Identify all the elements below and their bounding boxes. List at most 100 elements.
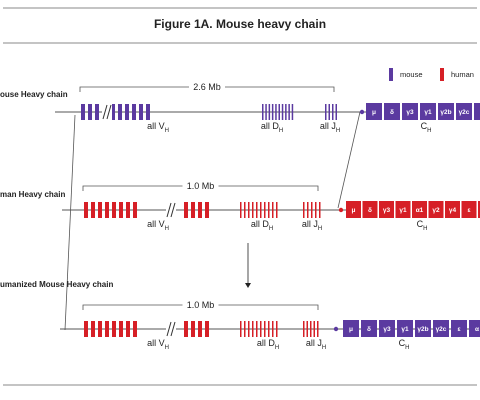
constant-segment-box — [420, 103, 436, 120]
constant-segment-label: γ1 — [424, 109, 432, 116]
v-segment-bar — [198, 202, 202, 218]
constant-segment-box — [343, 320, 359, 337]
d-segment-bar — [272, 321, 274, 337]
constant-segment-label: ε — [457, 326, 460, 333]
constant-segment-label: α1 — [416, 207, 424, 214]
constant-segment-label: μ — [349, 326, 353, 333]
constant-segment-box — [469, 320, 480, 337]
constant-segment-box — [438, 103, 454, 120]
constant-segment-box — [474, 103, 480, 120]
d-label-0-subscript: H — [279, 128, 283, 134]
span-label-bg-2 — [182, 299, 219, 310]
connector-right — [337, 111, 361, 209]
constant-segment-box — [361, 320, 377, 337]
enhancer-dot-2 — [333, 326, 339, 332]
d-segment-bar — [272, 202, 274, 218]
d-segment-bar — [244, 202, 246, 218]
break-mark-2 — [166, 321, 172, 337]
d-segment-bar — [268, 202, 270, 218]
d-segment-bar — [256, 321, 258, 337]
v-segment-bar — [205, 321, 209, 337]
break-mark-1 — [166, 202, 172, 218]
c-label-0: CH — [421, 121, 432, 134]
d-segment-bar — [276, 321, 278, 337]
constant-segment-box — [428, 201, 444, 218]
v-label-0-main: all V — [147, 121, 165, 131]
d-label-1-main: all D — [251, 219, 270, 229]
j-segment-bar — [335, 104, 337, 120]
d-segment-bar — [271, 104, 274, 120]
d-segment-bar — [244, 321, 246, 337]
v-label-2-subscript: H — [165, 345, 169, 351]
legend-human-label: human — [451, 70, 474, 79]
constant-segment-label: γ2b — [417, 326, 428, 333]
j-label-0-subscript: H — [336, 128, 340, 134]
constant-segment-box — [395, 201, 411, 218]
constant-segment-box — [456, 103, 472, 120]
v-segment-bar — [91, 321, 95, 337]
j-segment-bar — [315, 202, 317, 218]
v-segment-bar — [184, 321, 188, 337]
j-label-0: all JH — [320, 121, 340, 134]
j-label-1: all JH — [302, 219, 322, 232]
constant-segment-label: γ2b — [440, 109, 451, 116]
v-segment-bar — [88, 104, 92, 120]
constant-segment-box — [445, 201, 460, 218]
row-label-1: man Heavy chain — [0, 190, 65, 199]
break-mark-0 — [106, 104, 112, 120]
constant-segment-label: α — [475, 326, 479, 333]
figure-title: Figure 1A. Mouse heavy chain — [154, 17, 326, 31]
d-segment-bar — [281, 104, 284, 120]
constant-segment-box — [478, 201, 480, 218]
d-label-2-subscript: H — [275, 345, 279, 351]
constant-segment-box — [451, 320, 467, 337]
d-label-0: all DH — [261, 121, 283, 134]
v-segment-bar — [105, 202, 109, 218]
v-segment-bar — [191, 202, 195, 218]
v-segment-bar — [105, 321, 109, 337]
v-segment-bar — [205, 202, 209, 218]
j-label-2-subscript: H — [322, 345, 326, 351]
d-segment-bar — [288, 104, 290, 120]
enhancer-dot-1 — [338, 207, 344, 213]
constant-segment-box — [346, 201, 361, 218]
d-segment-bar — [248, 321, 250, 337]
break-mark-2 — [170, 321, 176, 337]
d-segment-bar — [252, 202, 254, 218]
v-segment-bar — [133, 202, 137, 218]
v-segment-bar — [98, 321, 102, 337]
d-label-0-main: all D — [261, 121, 280, 131]
d-segment-bar — [260, 202, 262, 218]
d-segment-bar — [248, 202, 250, 218]
j-segment-bar — [307, 202, 309, 218]
j-segment-bar — [310, 321, 312, 337]
j-segment-bar — [306, 321, 308, 337]
v-segment-bar — [112, 202, 116, 218]
j-segment-bar — [325, 104, 327, 120]
v-segment-bar — [126, 202, 130, 218]
break-gap-0 — [102, 104, 112, 120]
constant-segment-box — [402, 103, 418, 120]
v-segment-bar — [125, 104, 129, 120]
constant-segment-label: γ2c — [459, 109, 470, 116]
d-segment-bar — [291, 104, 294, 120]
span-label-1: 1.0 Mb — [187, 181, 215, 191]
j-label-2-main: all J — [306, 338, 322, 348]
c-label-0-subscript: H — [427, 128, 431, 134]
v-segment-bar — [111, 104, 115, 120]
d-segment-bar — [265, 104, 267, 120]
v-segment-bar — [81, 104, 85, 120]
constant-segment-box — [415, 320, 431, 337]
d-segment-bar — [240, 202, 242, 218]
j-segment-bar — [303, 321, 305, 337]
v-label-1-subscript: H — [165, 226, 169, 232]
legend-mouse-swatch — [389, 68, 393, 81]
v-segment-bar — [112, 321, 116, 337]
v-segment-bar — [198, 321, 202, 337]
d-segment-bar — [275, 104, 277, 120]
constant-segment-label: δ — [368, 207, 372, 214]
c-label-2: CH — [399, 338, 410, 351]
break-mark-0 — [102, 104, 108, 120]
j-segment-bar — [319, 202, 321, 218]
